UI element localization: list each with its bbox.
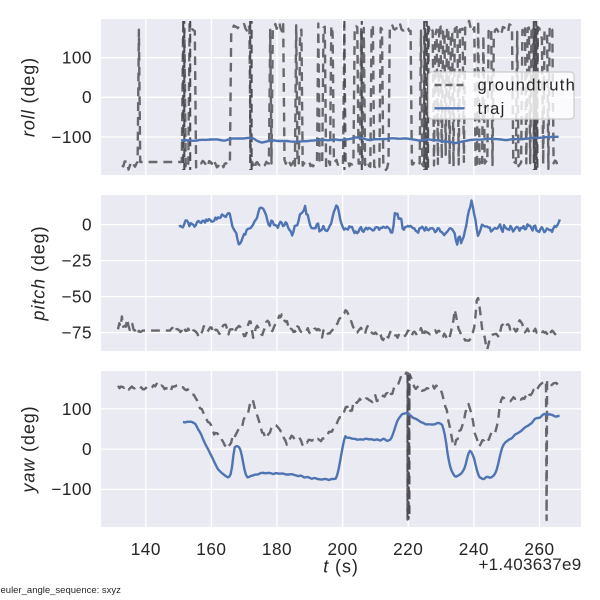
svg-text:240: 240 xyxy=(459,539,489,559)
svg-text:−75: −75 xyxy=(61,323,92,343)
svg-text:0: 0 xyxy=(82,215,92,235)
svg-text:100: 100 xyxy=(62,399,92,419)
svg-text:140: 140 xyxy=(131,539,161,559)
svg-text:groundtruth: groundtruth xyxy=(478,76,577,95)
svg-text:traj: traj xyxy=(478,99,506,118)
svg-text:pitch (deg): pitch (deg) xyxy=(28,226,48,322)
svg-text:100: 100 xyxy=(62,48,92,68)
svg-text:−50: −50 xyxy=(61,287,92,307)
svg-text:260: 260 xyxy=(524,539,554,559)
svg-text:220: 220 xyxy=(393,539,423,559)
svg-text:+1.403637e9: +1.403637e9 xyxy=(478,555,581,574)
svg-text:−25: −25 xyxy=(61,251,92,271)
svg-text:−100: −100 xyxy=(51,127,92,147)
svg-text:−100: −100 xyxy=(51,479,92,499)
svg-text:t (s): t (s) xyxy=(323,557,359,577)
svg-text:roll (deg): roll (deg) xyxy=(19,57,39,137)
svg-text:0: 0 xyxy=(82,439,92,459)
svg-text:180: 180 xyxy=(262,539,292,559)
svg-text:euler_angle_sequence: sxyz: euler_angle_sequence: sxyz xyxy=(1,585,122,596)
svg-text:yaw (deg): yaw (deg) xyxy=(19,405,39,494)
svg-text:0: 0 xyxy=(82,87,92,107)
svg-text:160: 160 xyxy=(196,539,226,559)
svg-text:200: 200 xyxy=(328,539,358,559)
